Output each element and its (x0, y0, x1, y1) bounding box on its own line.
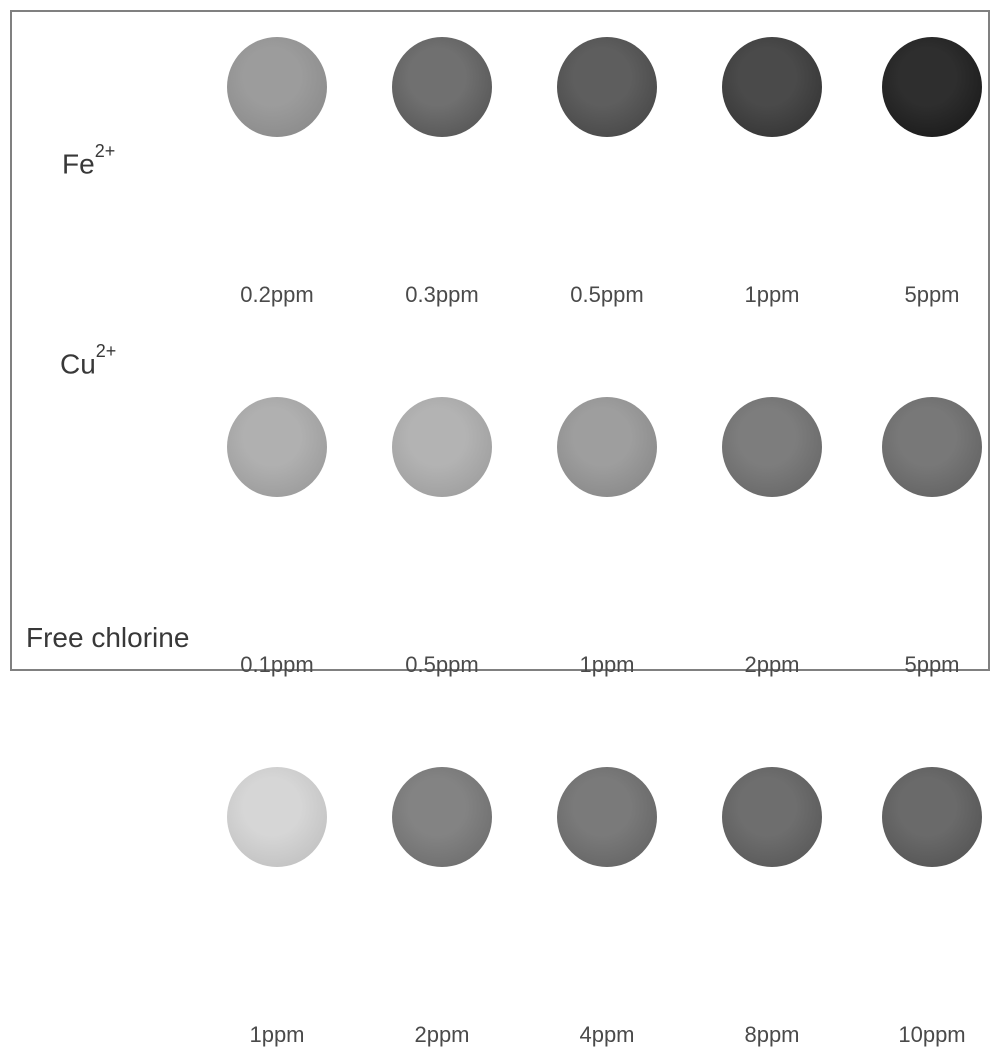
cu-conc-3: 2ppm (744, 652, 799, 678)
fe-conc-3: 1ppm (744, 282, 799, 308)
fe-circles-row (12, 22, 988, 152)
free-chlorine-conc-3: 8ppm (744, 1022, 799, 1048)
fe-spot-4 (882, 37, 982, 137)
cu-spot-0 (227, 397, 327, 497)
fe-spot-1 (392, 37, 492, 137)
cu-spot-1 (392, 397, 492, 497)
cu-spot-4 (882, 397, 982, 497)
fe-labels-row: 0.2ppm 0.3ppm 0.5ppm 1ppm 5ppm (12, 282, 988, 322)
free-chlorine-labels-row: 1ppm 2ppm 4ppm 8ppm 10ppm (12, 1022, 988, 1062)
cu-labels-row: 0.1ppm 0.5ppm 1ppm 2ppm 5ppm (12, 652, 988, 692)
fe-conc-0: 0.2ppm (240, 282, 313, 308)
assay-frame: Fe2+ 0.2ppm 0.3ppm 0.5ppm 1ppm 5ppm Cu2+… (10, 10, 990, 671)
fe-spot-3 (722, 37, 822, 137)
cu-conc-1: 0.5ppm (405, 652, 478, 678)
free-chlorine-circles-row (12, 752, 988, 882)
fe-row-label: Fe2+ (62, 147, 115, 180)
cu-conc-0: 0.1ppm (240, 652, 313, 678)
free-chlorine-spot-3 (722, 767, 822, 867)
free-chlorine-conc-4: 10ppm (898, 1022, 965, 1048)
cu-spot-3 (722, 397, 822, 497)
free-chlorine-conc-0: 1ppm (249, 1022, 304, 1048)
cu-conc-4: 5ppm (904, 652, 959, 678)
free-chlorine-spot-0 (227, 767, 327, 867)
free-chlorine-conc-1: 2ppm (414, 1022, 469, 1048)
free-chlorine-spot-2 (557, 767, 657, 867)
free-chlorine-spot-4 (882, 767, 982, 867)
cu-spot-2 (557, 397, 657, 497)
fe-spot-0 (227, 37, 327, 137)
cu-row-label: Cu2+ (60, 347, 116, 380)
free-chlorine-spot-1 (392, 767, 492, 867)
fe-conc-1: 0.3ppm (405, 282, 478, 308)
fe-spot-2 (557, 37, 657, 137)
free-chlorine-conc-2: 4ppm (579, 1022, 634, 1048)
fe-conc-4: 5ppm (904, 282, 959, 308)
cu-conc-2: 1ppm (579, 652, 634, 678)
fe-conc-2: 0.5ppm (570, 282, 643, 308)
free-chlorine-row-label: Free chlorine (26, 622, 189, 654)
cu-circles-row (12, 382, 988, 512)
